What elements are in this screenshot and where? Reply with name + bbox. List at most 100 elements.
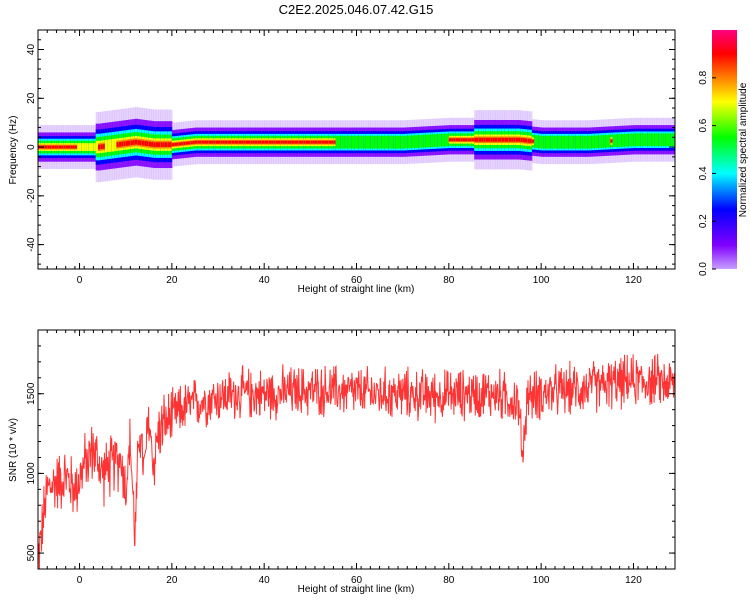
heatmap-cell [430,134,434,148]
heatmap-cell [414,135,418,148]
spectrogram-x-tick-label: 60 [351,275,363,286]
heatmap-cell [206,140,210,144]
heatmap-cell [326,140,330,144]
heatmap-cell [287,140,291,144]
heatmap-cell [291,140,295,144]
heatmap-cell [301,140,305,144]
heatmap-cell [601,135,605,148]
heatmap-cell [541,135,545,149]
heatmap-cell [534,135,538,148]
heatmap-cell [266,140,270,144]
heatmap-cell [185,141,189,145]
heatmap-cell [146,141,150,147]
heatmap-cell [333,140,337,144]
heatmap-cell [524,138,528,143]
heatmap-cell [358,135,362,149]
heatmap-cell [437,134,441,147]
heatmap-cell [298,140,302,144]
heatmap-cell [310,140,314,144]
heatmap-cell [640,133,644,147]
spectrogram-panel: 0 20 40 60 80 100 120 -40 -20 0 20 40 Height of str… [8,29,676,295]
heatmap-cell [471,138,475,142]
heatmap-cell [111,138,115,152]
snr-x-tick-label: 20 [166,575,178,586]
heatmap-cell [644,133,648,147]
heatmap-cell [545,135,549,149]
heatmap-cell [194,140,198,144]
heatmap-cell [379,135,383,149]
heatmap-cell [536,135,540,149]
spectrogram-heatmap [38,107,675,183]
heatmap-cell [578,135,581,149]
heatmap-cell [137,140,141,145]
heatmap-cell [155,142,159,147]
heatmap-cell [665,133,669,147]
heatmap-cell [513,137,517,142]
heatmap-cell [638,133,641,147]
heatmap-cell [598,135,602,148]
heatmap-cell [511,137,515,142]
heatmap-cell [248,140,251,144]
heatmap-cell [86,143,90,151]
snr-y-tick-label: 1000 [26,462,37,485]
heatmap-cell [236,140,240,144]
heatmap-cell [522,138,526,143]
heatmap-cell [432,134,436,147]
heatmap-cell [183,141,187,145]
heatmap-cell [543,135,547,149]
heatmap-cell [356,135,360,149]
heatmap-cell [289,140,293,144]
heatmap-cell [254,140,258,144]
heatmap-cell [603,134,607,148]
colorbar: 0.0 0.2 0.4 0.6 0.8 Normalized spectral ampl… [698,30,749,276]
heatmap-cell [213,140,217,144]
heatmap-cell [370,135,374,149]
heatmap-cell [44,145,48,149]
heatmap-cell [229,140,233,144]
heatmap-cell [234,140,238,144]
heatmap-cell [181,142,185,146]
heatmap-cell [349,135,353,149]
heatmap-cell [568,135,572,149]
heatmap-cell [273,140,277,144]
colorbar-tick-label: 0.2 [698,214,709,228]
heatmap-cell [656,133,660,147]
heatmap-cell [238,140,242,144]
heatmap-cell [672,133,675,147]
heatmap-cell [51,145,55,149]
colorbar-label: Normalized spectral amplitude [738,82,749,217]
heatmap-cell [148,141,152,147]
heatmap-cell [490,137,494,142]
heatmap-cell [308,140,311,144]
heatmap-cell [596,135,600,149]
heatmap-cell [651,133,655,147]
heatmap-cell [654,133,658,147]
heatmap-cell [485,137,489,142]
heatmap-cell [211,140,215,144]
heatmap-cell [374,135,378,149]
heatmap-cell [324,140,328,144]
heatmap-cell [190,141,194,145]
snr-y-tick-label: 500 [26,544,37,561]
heatmap-cell [409,135,413,149]
heatmap-cell [446,133,450,147]
heatmap-cell [386,135,390,149]
heatmap-cell [278,140,281,144]
heatmap-cell [501,137,505,142]
heatmap-cell [162,142,166,147]
heatmap-cell [257,140,261,144]
heatmap-cell [582,135,586,149]
heatmap-cell [404,135,408,149]
heatmap-cell [411,135,415,149]
heatmap-cell [608,134,611,148]
heatmap-cell [201,140,205,144]
spectrogram-xlabel: Height of straight line (km) [298,284,415,295]
heatmap-cell [559,135,563,149]
heatmap-cell [351,135,355,149]
heatmap-cell [109,139,113,152]
heatmap-cell [125,141,129,146]
snr-x-tick-label: 0 [77,575,83,586]
heatmap-cell [561,135,565,149]
heatmap-cell [264,140,268,144]
heatmap-cell [497,137,501,142]
